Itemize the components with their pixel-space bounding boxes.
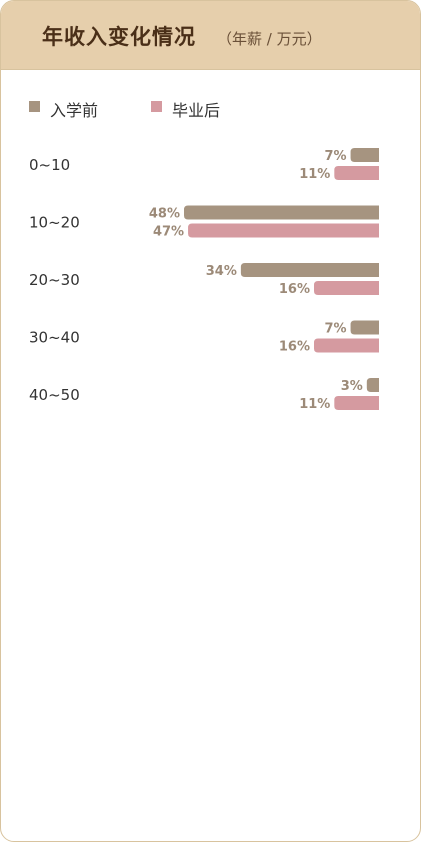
data-label-before: 7%: [324, 322, 346, 337]
data-label-after: 16%: [279, 282, 310, 297]
bar-after: [334, 396, 379, 410]
data-label-before: 34%: [206, 264, 237, 279]
bar-after: [314, 281, 379, 295]
page-title: 年收入变化情况: [42, 25, 196, 49]
legend-swatch-before: [29, 101, 40, 112]
bar-before: [366, 378, 379, 392]
data-label-after: 47%: [153, 225, 184, 240]
data-label-before: 3%: [341, 379, 363, 394]
category-label: 30~40: [29, 329, 80, 347]
data-label-before: 48%: [149, 207, 180, 222]
legend-swatch-after: [151, 101, 162, 112]
data-label-after: 16%: [279, 340, 310, 355]
data-label-after: 11%: [299, 167, 330, 182]
bar-after: [188, 223, 379, 238]
category-label: 10~20: [29, 214, 80, 232]
legend-label-before: 入学前: [50, 101, 99, 120]
category-label: 20~30: [29, 271, 80, 289]
data-label-after: 11%: [299, 397, 330, 412]
data-label-before: 7%: [324, 149, 346, 164]
category-label: 40~50: [29, 386, 80, 404]
card-header: 年收入变化情况 （年薪 / 万元）: [1, 1, 420, 70]
bar-before: [350, 148, 379, 162]
bar-after: [334, 166, 379, 180]
bar-after: [314, 338, 379, 353]
bar-before: [350, 320, 379, 335]
category-label: 0~10: [29, 156, 70, 174]
bar-before: [184, 205, 379, 220]
legend-label-after: 毕业后: [172, 101, 221, 120]
bar-before: [240, 263, 379, 277]
page-subtitle: （年薪 / 万元）: [217, 30, 322, 48]
